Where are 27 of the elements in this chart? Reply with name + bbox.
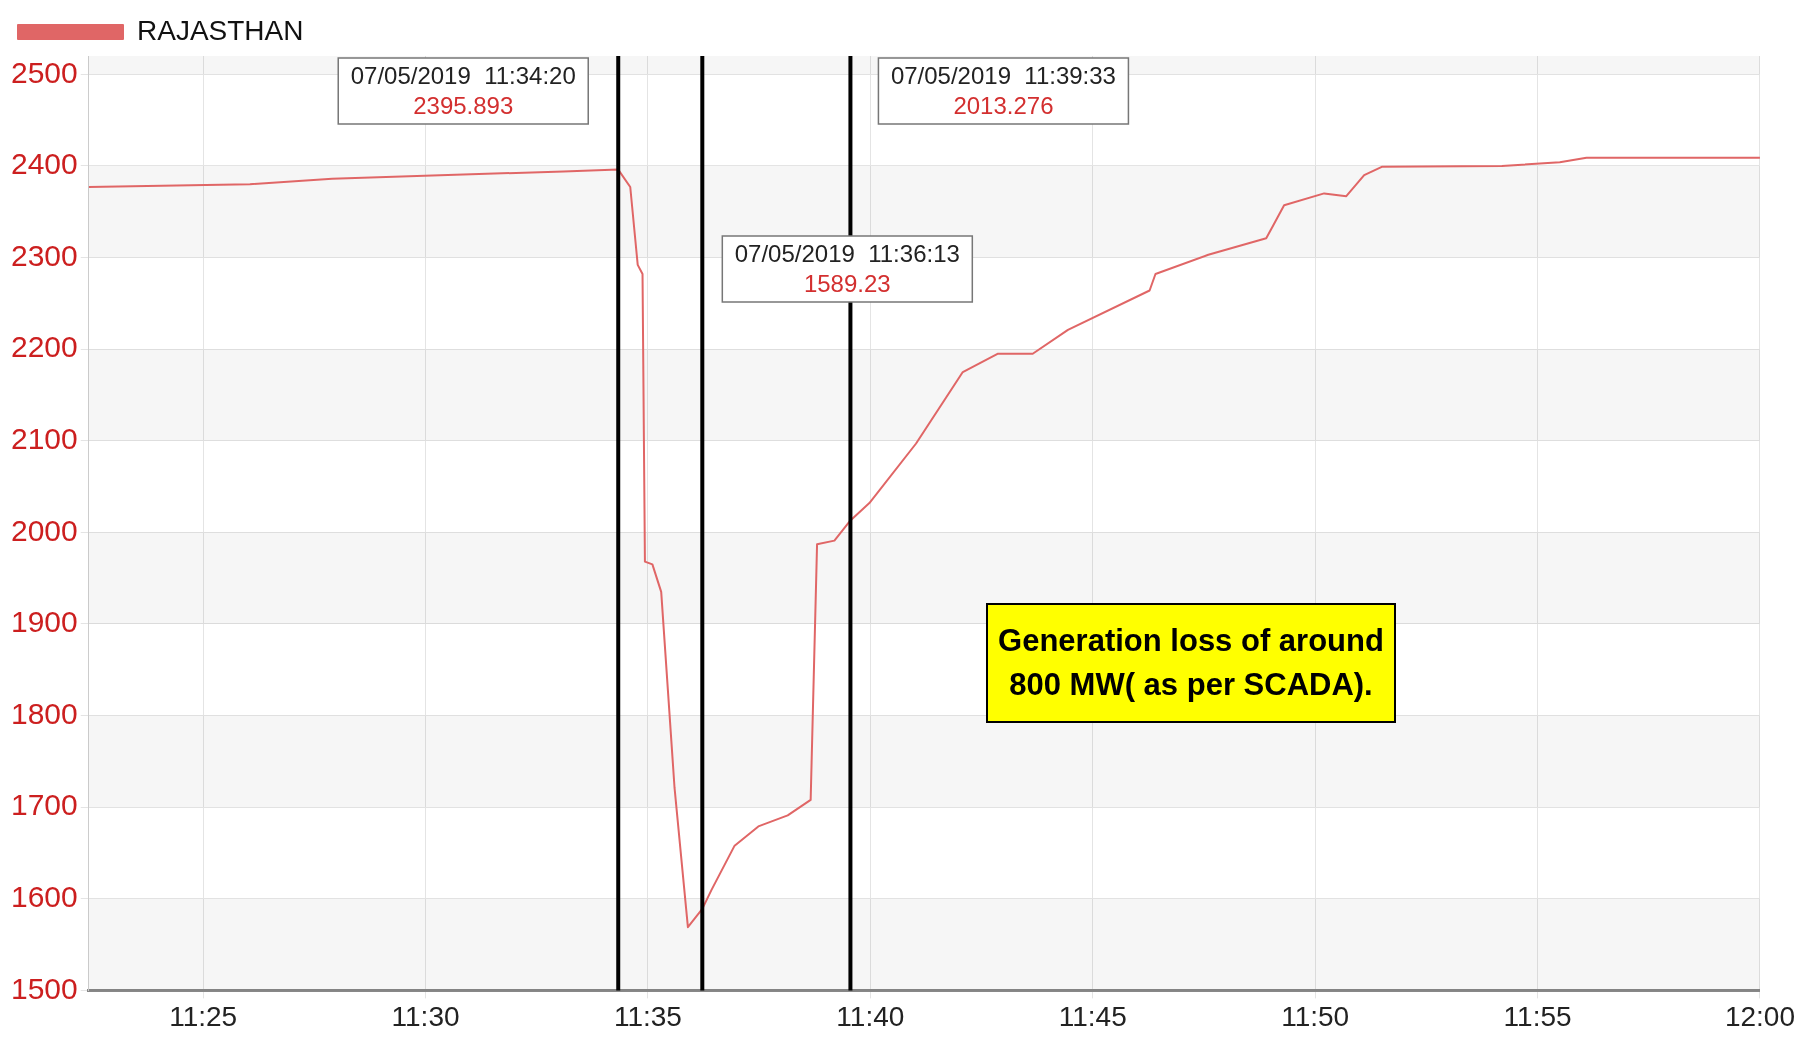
y-tick-label: 1600: [10, 880, 78, 914]
x-tick-label: 11:30: [391, 1000, 460, 1032]
callout-box: Generation loss of around 800 MW( as per SCADA).: [986, 603, 1396, 723]
x-tick-label: 11:50: [1281, 1000, 1350, 1032]
y-tick-label: 2500: [10, 55, 78, 89]
annotation: 07/05/2019 11:36:13: [734, 239, 960, 267]
x-tick-label: 11:35: [613, 1000, 682, 1032]
x-tick-label: 11:55: [1503, 1000, 1572, 1032]
y-tick-label: 1500: [10, 971, 78, 1005]
y-tick-label: 2100: [10, 422, 78, 456]
y-tick-label: 2200: [10, 330, 78, 364]
x-tick-label: 11:25: [169, 1000, 238, 1032]
y-tick-label: 1800: [10, 696, 78, 730]
x-tick-label: 11:45: [1058, 1000, 1127, 1032]
y-tick-label: 2000: [10, 513, 78, 547]
annotation: 07/05/2019 11:34:20: [350, 61, 576, 89]
x-tick-label: 12:00: [1724, 1000, 1795, 1032]
y-tick-label: 1900: [10, 605, 78, 639]
y-tick-label: 1700: [10, 788, 78, 822]
y-tick-label: 2300: [10, 238, 78, 272]
annotation: 07/05/2019 11:39:33: [890, 61, 1116, 89]
x-tick-label: 11:40: [836, 1000, 905, 1032]
y-tick-label: 2400: [10, 147, 78, 181]
annotation: 2395.893: [413, 91, 514, 119]
annotation: 2013.276: [953, 91, 1054, 119]
annotation: 1589.23: [803, 269, 891, 297]
legend-label: RAJASTHAN: [137, 14, 304, 46]
